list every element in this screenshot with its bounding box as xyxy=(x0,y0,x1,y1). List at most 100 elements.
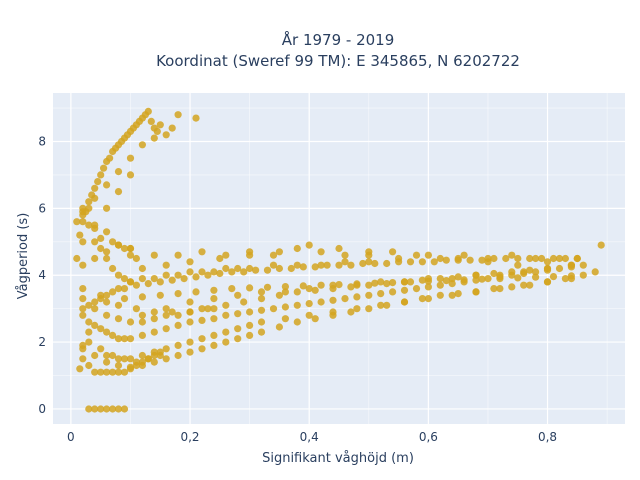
data-point xyxy=(210,331,218,339)
data-point xyxy=(335,281,343,289)
data-point xyxy=(478,275,486,283)
data-point xyxy=(549,254,558,263)
data-point xyxy=(222,311,230,319)
data-point xyxy=(132,254,140,263)
data-point xyxy=(144,107,152,115)
data-point xyxy=(126,355,135,363)
data-point xyxy=(567,261,576,269)
data-point xyxy=(103,328,111,336)
data-point xyxy=(496,285,504,293)
data-point xyxy=(424,277,432,285)
data-point xyxy=(240,268,248,276)
x-tick-label: 0,4 xyxy=(300,430,319,444)
data-point xyxy=(79,238,87,246)
data-point xyxy=(246,284,254,292)
data-point xyxy=(120,355,129,363)
data-point xyxy=(246,308,254,316)
data-point xyxy=(412,285,421,293)
data-point xyxy=(353,305,361,313)
data-point xyxy=(323,261,331,269)
data-point xyxy=(192,273,200,281)
data-point xyxy=(103,248,111,256)
data-point xyxy=(275,248,283,256)
data-point xyxy=(109,288,117,296)
data-point xyxy=(514,274,522,282)
data-point xyxy=(317,298,325,306)
data-point xyxy=(222,338,230,346)
data-point xyxy=(198,335,206,343)
data-point xyxy=(103,311,111,319)
data-point xyxy=(91,298,99,306)
y-tick-label: 0 xyxy=(38,402,46,416)
data-point xyxy=(341,295,349,303)
data-point xyxy=(168,124,176,132)
data-point xyxy=(383,259,391,268)
data-point xyxy=(496,275,504,283)
data-point xyxy=(597,241,605,249)
data-point xyxy=(162,131,170,139)
data-point xyxy=(365,281,373,289)
data-point xyxy=(383,301,391,309)
data-point xyxy=(371,279,379,287)
data-point xyxy=(317,248,325,256)
data-point xyxy=(341,251,349,259)
data-point xyxy=(138,264,146,273)
data-point xyxy=(85,361,93,370)
data-points xyxy=(73,107,605,413)
data-point xyxy=(484,275,492,283)
data-point xyxy=(573,254,581,263)
y-axis-label: Vågperiod (s) xyxy=(16,213,31,300)
data-point xyxy=(114,335,123,343)
data-point xyxy=(383,280,391,288)
data-point xyxy=(132,305,140,313)
data-point xyxy=(216,269,224,278)
data-point xyxy=(97,325,105,333)
data-point xyxy=(269,251,278,259)
data-point xyxy=(538,254,546,263)
data-point xyxy=(281,288,289,296)
data-point xyxy=(174,341,182,349)
data-point xyxy=(400,278,409,286)
data-point xyxy=(436,254,444,263)
data-point xyxy=(132,281,140,289)
data-point xyxy=(275,291,283,299)
data-point xyxy=(168,308,176,316)
data-point xyxy=(305,300,313,308)
data-point xyxy=(186,258,194,266)
data-point xyxy=(109,351,117,360)
data-point xyxy=(329,285,337,293)
data-point xyxy=(514,261,522,269)
data-point xyxy=(257,306,266,314)
data-point xyxy=(150,251,158,259)
data-point xyxy=(114,285,123,293)
data-point xyxy=(109,368,117,376)
data-point xyxy=(222,264,230,273)
data-point xyxy=(97,368,105,376)
data-point xyxy=(526,266,534,274)
data-point xyxy=(91,238,99,246)
data-point xyxy=(389,288,397,296)
data-point xyxy=(442,256,450,264)
data-point xyxy=(174,290,182,298)
data-point xyxy=(114,188,123,196)
data-point xyxy=(109,331,117,339)
data-point xyxy=(234,325,242,333)
data-point xyxy=(305,311,313,319)
data-point xyxy=(91,254,99,263)
data-point xyxy=(329,296,337,304)
data-point xyxy=(198,316,206,324)
data-point xyxy=(234,264,242,273)
data-point xyxy=(234,310,242,318)
data-point xyxy=(85,221,93,229)
data-point xyxy=(365,248,373,256)
data-point xyxy=(198,305,206,313)
data-point xyxy=(293,301,301,309)
data-point xyxy=(147,117,155,125)
data-point xyxy=(186,348,194,356)
data-point xyxy=(76,365,84,373)
data-point xyxy=(454,273,462,281)
data-point xyxy=(299,263,307,271)
data-point xyxy=(126,251,135,259)
data-point xyxy=(109,264,117,273)
